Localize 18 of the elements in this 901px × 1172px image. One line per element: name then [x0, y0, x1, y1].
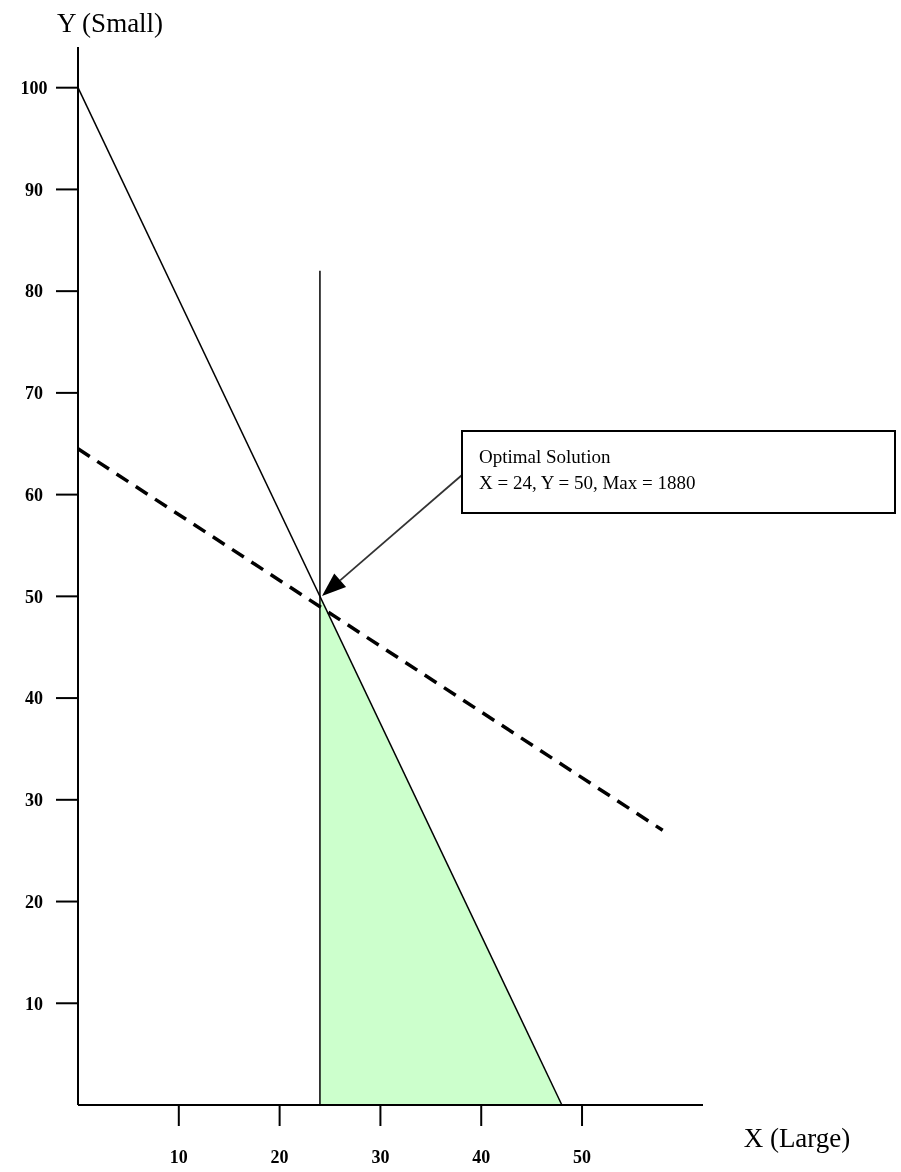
y-tick-label: 10 — [25, 993, 43, 1014]
y-tick-label: 60 — [25, 484, 43, 505]
y-tick-label: 20 — [25, 891, 43, 912]
x-tick-label: 20 — [270, 1147, 289, 1167]
x-axis-title: X (Large) — [743, 1123, 851, 1153]
y-tick-label: 90 — [25, 179, 43, 200]
x-tick-label: 10 — [169, 1147, 188, 1167]
y-tick-label: 100 — [20, 77, 48, 98]
annotation: Optimal Solution X = 24, Y = 50, Max = 1880 — [479, 446, 696, 493]
y-tick-label: 70 — [25, 383, 43, 404]
y-tick-label: 30 — [25, 790, 43, 811]
x-tick-label: 30 — [371, 1147, 390, 1167]
y-axis-title: Y (Small) — [56, 8, 164, 38]
y-tick-label: 80 — [25, 281, 43, 302]
y-tick-label: 50 — [25, 586, 43, 607]
y-tick-label: 40 — [25, 688, 43, 709]
x-tick-label: 40 — [472, 1147, 491, 1167]
x-tick-label: 50 — [573, 1147, 592, 1167]
